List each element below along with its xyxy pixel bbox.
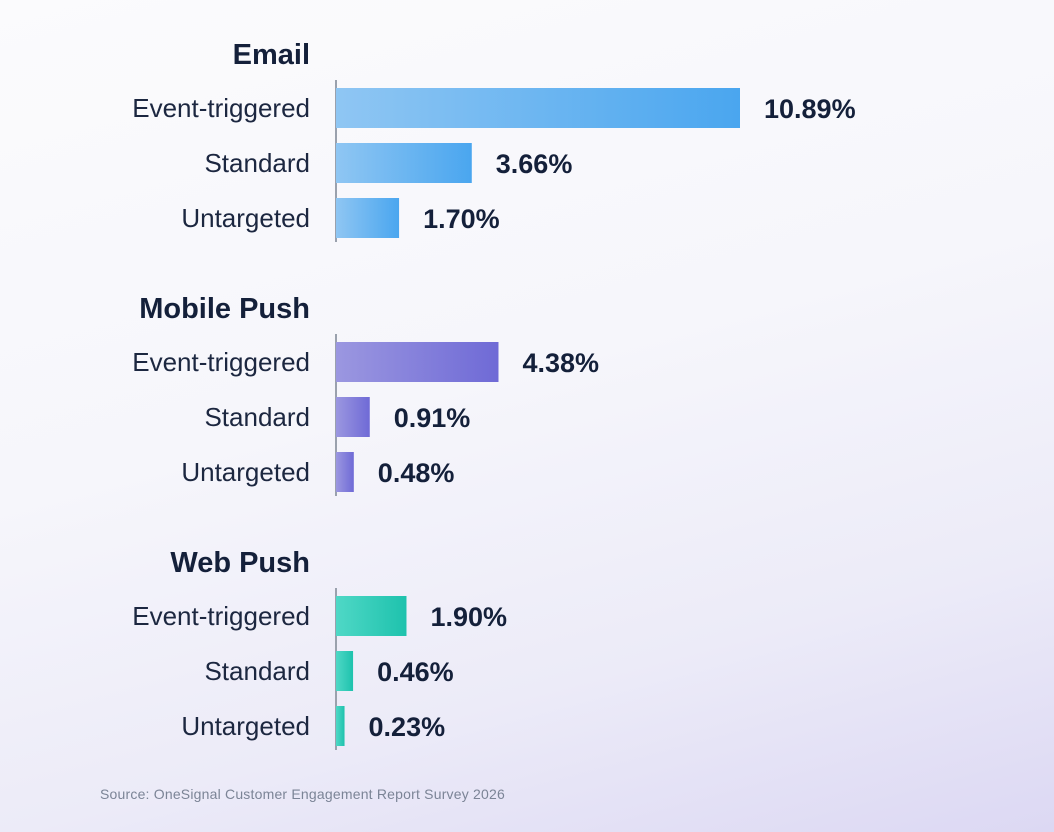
category-label: Standard [204, 148, 310, 178]
value-label: 3.66% [496, 149, 573, 179]
category-label: Untargeted [181, 457, 310, 487]
category-label: Event-triggered [132, 347, 310, 377]
value-label: 4.38% [522, 348, 599, 378]
bar [336, 452, 354, 492]
category-label: Event-triggered [132, 93, 310, 123]
bar-chart: Email Event-triggered 10.89% Standard 3.66% U… [132, 39, 856, 750]
bar [336, 88, 740, 128]
category-label: Untargeted [181, 711, 310, 741]
value-label: 0.23% [369, 712, 446, 742]
bar [336, 342, 499, 382]
value-label: 0.91% [394, 403, 471, 433]
group-email: Email Event-triggered 10.89% Standard 3.66% U… [132, 39, 856, 242]
bar [336, 198, 400, 238]
group-title: Mobile Push [139, 293, 310, 325]
bar [336, 143, 472, 183]
group-mobile-push: Mobile Push Event-triggered 4.38% Standard 0… [132, 293, 599, 496]
value-label: 10.89% [764, 94, 856, 124]
source-note: Source: OneSignal Customer Engagement Re… [100, 786, 505, 802]
value-label: 0.46% [377, 657, 454, 687]
group-title: Email [233, 39, 310, 71]
bar [336, 596, 407, 636]
group-web-push: Web Push Event-triggered 1.90% Standard 0.46… [132, 547, 507, 750]
category-label: Event-triggered [132, 601, 310, 631]
value-label: 1.90% [430, 602, 507, 632]
category-label: Standard [204, 402, 310, 432]
value-label: 0.48% [378, 458, 455, 488]
value-label: 1.70% [423, 204, 500, 234]
group-title: Web Push [170, 547, 310, 579]
category-label: Standard [204, 656, 310, 686]
bar [336, 651, 354, 691]
bar [336, 397, 370, 437]
bar [336, 706, 345, 746]
category-label: Untargeted [181, 203, 310, 233]
